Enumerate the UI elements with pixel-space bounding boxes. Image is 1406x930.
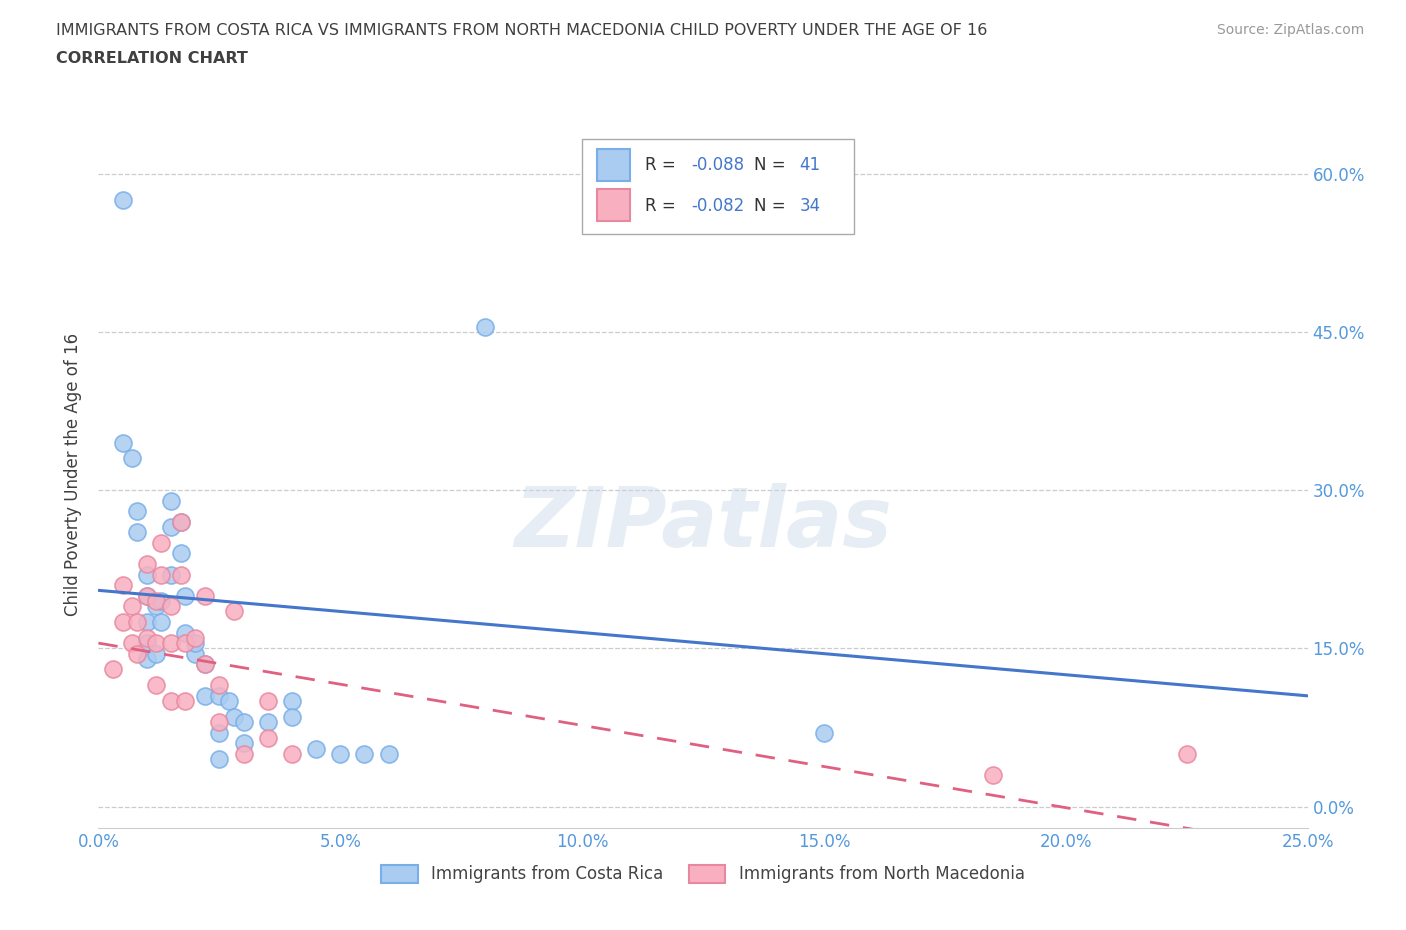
Point: [208, 678, 231, 693]
Text: N =: N =: [754, 197, 790, 215]
Point: [135, 652, 157, 667]
Point: [256, 731, 278, 746]
Point: [232, 747, 254, 762]
Point: [305, 741, 328, 756]
Point: [135, 615, 157, 630]
Text: IMMIGRANTS FROM COSTA RICA VS IMMIGRANTS FROM NORTH MACEDONIA CHILD POVERTY UNDE: IMMIGRANTS FROM COSTA RICA VS IMMIGRANTS…: [56, 23, 987, 38]
Point: [194, 688, 217, 703]
Text: ZIPatlas: ZIPatlas: [515, 484, 891, 565]
Point: [145, 646, 167, 661]
Point: [208, 725, 231, 740]
Point: [160, 520, 183, 535]
Point: [184, 635, 207, 650]
Point: [194, 657, 217, 671]
Point: [127, 525, 149, 539]
Point: [145, 635, 167, 650]
Point: [150, 567, 173, 582]
Point: [145, 599, 167, 614]
Point: [981, 767, 1004, 782]
Point: [329, 747, 352, 762]
Point: [127, 504, 149, 519]
Point: [232, 715, 254, 730]
Point: [150, 536, 173, 551]
FancyBboxPatch shape: [596, 149, 630, 181]
Text: 34: 34: [800, 197, 821, 215]
Point: [256, 715, 278, 730]
Point: [281, 694, 304, 709]
FancyBboxPatch shape: [596, 190, 630, 221]
Point: [208, 688, 231, 703]
Point: [174, 635, 197, 650]
Point: [150, 615, 173, 630]
Text: CORRELATION CHART: CORRELATION CHART: [56, 51, 247, 66]
Text: -0.082: -0.082: [690, 197, 744, 215]
Point: [135, 588, 157, 603]
Point: [121, 451, 143, 466]
Point: [111, 578, 134, 592]
Point: [111, 193, 134, 207]
Point: [111, 435, 134, 450]
Point: [111, 615, 134, 630]
Point: [184, 631, 207, 645]
Point: [208, 715, 231, 730]
Point: [135, 631, 157, 645]
Point: [169, 514, 191, 529]
Point: [169, 546, 191, 561]
Point: [256, 694, 278, 709]
Y-axis label: Child Poverty Under the Age of 16: Child Poverty Under the Age of 16: [65, 333, 83, 616]
Point: [377, 747, 399, 762]
Point: [121, 635, 143, 650]
Point: [121, 599, 143, 614]
Point: [160, 635, 183, 650]
Point: [174, 588, 197, 603]
Text: R =: R =: [645, 156, 681, 175]
Point: [194, 588, 217, 603]
Point: [135, 635, 157, 650]
FancyBboxPatch shape: [582, 139, 855, 234]
Point: [281, 710, 304, 724]
Point: [194, 657, 217, 671]
Text: Source: ZipAtlas.com: Source: ZipAtlas.com: [1216, 23, 1364, 37]
Point: [169, 514, 191, 529]
Point: [208, 751, 231, 766]
Text: N =: N =: [754, 156, 790, 175]
Point: [160, 599, 183, 614]
Point: [174, 694, 197, 709]
Point: [474, 319, 496, 334]
Point: [353, 747, 375, 762]
Point: [281, 747, 304, 762]
Point: [174, 625, 197, 640]
Point: [135, 567, 157, 582]
Point: [127, 615, 149, 630]
Point: [218, 694, 240, 709]
Point: [127, 646, 149, 661]
Point: [813, 725, 835, 740]
Point: [101, 662, 124, 677]
Point: [160, 694, 183, 709]
Point: [135, 588, 157, 603]
Point: [184, 646, 207, 661]
Point: [222, 710, 245, 724]
Point: [160, 567, 183, 582]
Text: 41: 41: [800, 156, 821, 175]
Point: [222, 604, 245, 618]
Point: [232, 736, 254, 751]
Text: -0.088: -0.088: [690, 156, 744, 175]
Point: [135, 556, 157, 571]
Legend: Immigrants from Costa Rica, Immigrants from North Macedonia: Immigrants from Costa Rica, Immigrants f…: [375, 858, 1031, 890]
Text: R =: R =: [645, 197, 681, 215]
Point: [145, 593, 167, 608]
Point: [145, 678, 167, 693]
Point: [169, 567, 191, 582]
Point: [1175, 747, 1198, 762]
Point: [150, 593, 173, 608]
Point: [160, 493, 183, 508]
